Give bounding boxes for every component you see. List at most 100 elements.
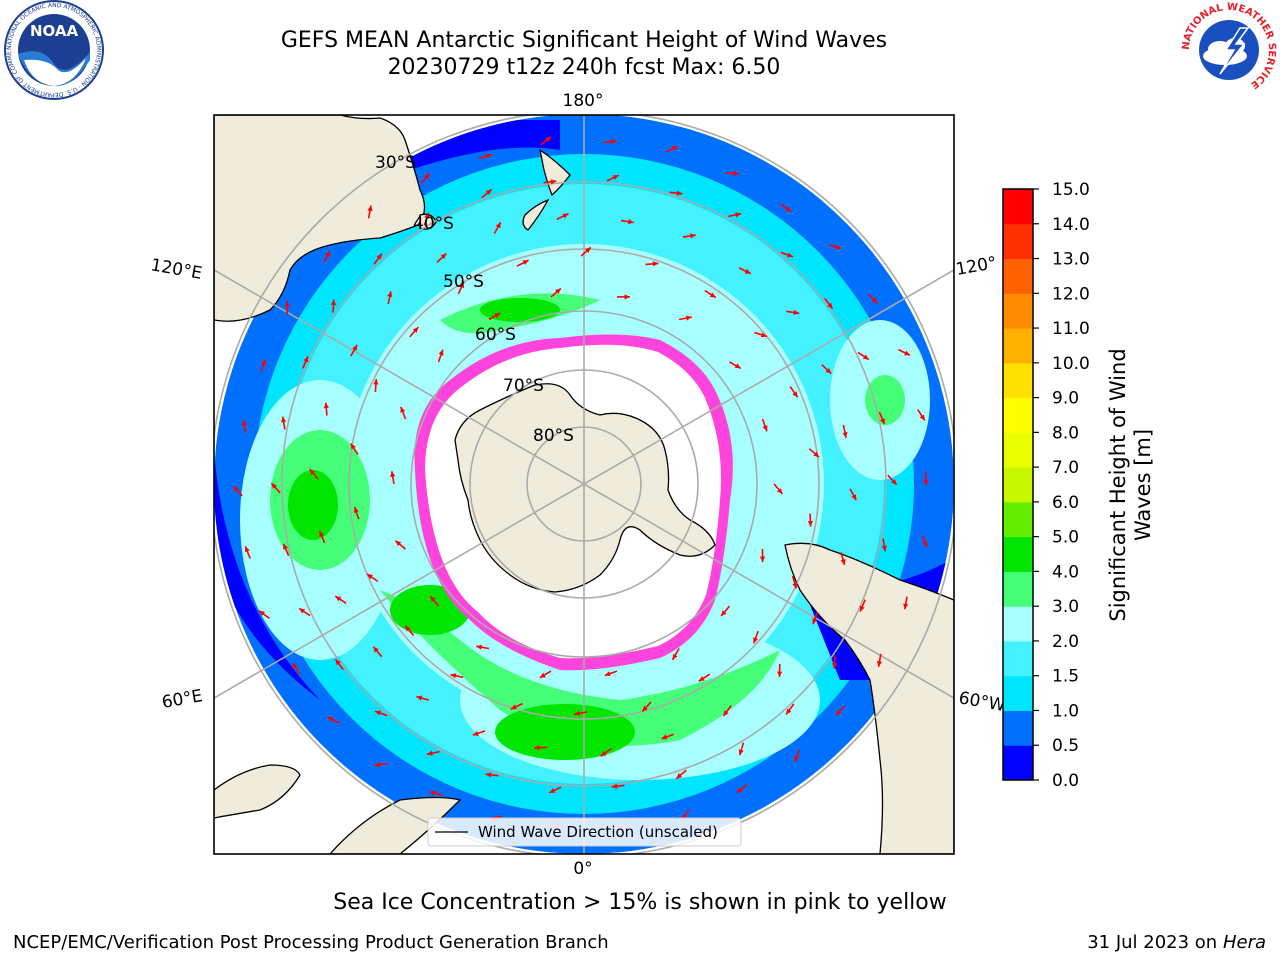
wave-arrow bbox=[842, 424, 848, 438]
wave-arrow bbox=[807, 513, 813, 527]
wave-arrow bbox=[878, 411, 886, 425]
wave-arrow bbox=[729, 361, 742, 370]
lat-label-30s: 30°S bbox=[375, 153, 416, 173]
wave-arrow bbox=[722, 705, 732, 717]
lat-label-70s: 70°S bbox=[503, 376, 544, 396]
footer-date: 31 Jul 2023 on Hera bbox=[1087, 932, 1266, 953]
wave-arrow bbox=[752, 630, 759, 644]
wave-arrow bbox=[917, 409, 926, 422]
wave-arrow bbox=[785, 703, 795, 715]
lon-label-120w: 120° bbox=[954, 253, 998, 280]
colorbar-bin bbox=[1003, 640, 1033, 677]
nws-logo: NATIONAL WEATHER SERVICE bbox=[1181, 2, 1277, 97]
wave-arrow bbox=[478, 153, 492, 160]
wave-arrow bbox=[436, 252, 447, 263]
wave-arrow bbox=[387, 291, 393, 305]
wave-arrow bbox=[232, 485, 243, 497]
wave-arrow bbox=[849, 488, 857, 501]
wave-arrow bbox=[641, 701, 652, 713]
colorbar-bin bbox=[1003, 258, 1033, 294]
wave-arrow bbox=[617, 294, 630, 300]
wave-arrow bbox=[669, 190, 683, 196]
wave-arrow bbox=[812, 611, 818, 625]
colorbar-bin bbox=[1003, 501, 1033, 538]
wave-arrow bbox=[786, 309, 800, 315]
wave-arrow bbox=[682, 233, 696, 239]
colorbar: 0.0 0.5 1.0 1.5 2.0 3.0 4.0 5.0 6.0 7.0 8.0 9.0 10.0… bbox=[1003, 180, 1090, 791]
wave-arrow bbox=[675, 769, 687, 780]
wave-arrow bbox=[488, 312, 501, 321]
wave-arrow bbox=[481, 188, 493, 199]
wave-arrow bbox=[330, 299, 337, 313]
map-title: GEFS MEAN Antarctic Significant Height o… bbox=[280, 28, 888, 53]
colorbar-bin bbox=[1003, 571, 1033, 607]
wave-arrow bbox=[416, 695, 430, 701]
wave-arrow bbox=[334, 595, 347, 604]
wave-arrow bbox=[281, 416, 287, 430]
wave-arrow bbox=[720, 605, 731, 617]
wave-arrow bbox=[887, 474, 898, 486]
wave-arrow bbox=[600, 747, 612, 757]
wave-arrow bbox=[284, 301, 290, 315]
colorbar-bin bbox=[1003, 536, 1033, 572]
wave-arrow bbox=[620, 219, 634, 225]
colorbar-tick-label: 1.5 bbox=[1052, 667, 1079, 687]
footer-date-text: 31 Jul 2023 on bbox=[1087, 932, 1218, 953]
wave-arrow bbox=[543, 179, 557, 185]
wave-arrow bbox=[390, 471, 396, 485]
colorbar-tick-label: 12.0 bbox=[1052, 284, 1090, 304]
wave-arrow bbox=[645, 261, 659, 267]
colorbar-frame bbox=[1002, 188, 1034, 781]
wave-arrow bbox=[437, 349, 444, 363]
wave-arrow bbox=[859, 599, 866, 612]
colorbar-label-line1: Significant Height of Wind bbox=[1106, 348, 1130, 621]
wave-arrow bbox=[881, 538, 887, 552]
land-masses bbox=[214, 115, 954, 854]
wave-arrow bbox=[759, 548, 766, 563]
wave-arrow bbox=[671, 648, 680, 661]
wave-arrow bbox=[794, 749, 801, 763]
wave-arrow bbox=[244, 545, 251, 559]
wave-arrow bbox=[493, 221, 502, 234]
wave-arrow bbox=[429, 790, 443, 796]
colorbar-label-line2: Waves [m] bbox=[1131, 429, 1155, 541]
graticule bbox=[214, 115, 954, 854]
colorbar-bin bbox=[1003, 328, 1033, 364]
wave-arrow bbox=[372, 646, 383, 658]
wave-arrow bbox=[573, 710, 588, 716]
wave-arrow bbox=[780, 203, 792, 213]
colorbar-bin bbox=[1003, 189, 1033, 225]
wave-arrow bbox=[821, 364, 832, 375]
footer-branch: NCEP/EMC/Verification Post Processing Pr… bbox=[13, 932, 609, 953]
wave-arrow bbox=[857, 351, 870, 361]
lon-label-120e: 120°E bbox=[149, 255, 203, 284]
wave-arrow bbox=[923, 472, 929, 486]
wave-arrow bbox=[353, 506, 360, 520]
wave-arrow bbox=[791, 575, 798, 589]
wave-arrow bbox=[831, 655, 838, 669]
colorbar-tick-label: 7.0 bbox=[1052, 458, 1079, 478]
colorbar-tick-label: 11.0 bbox=[1052, 319, 1090, 339]
wave-arrow bbox=[476, 644, 490, 650]
wave-arrow bbox=[728, 212, 742, 218]
wave-arrow bbox=[485, 772, 499, 778]
wave-arrow bbox=[334, 658, 344, 671]
colorbar-bin bbox=[1003, 675, 1033, 711]
wave-arrow bbox=[761, 418, 768, 432]
colorbar-tick-label: 3.0 bbox=[1052, 597, 1079, 617]
wave-arrow bbox=[678, 315, 692, 321]
wave-arrow bbox=[282, 543, 290, 557]
wave-arrow bbox=[534, 745, 548, 751]
colorbar-tick-label: 2.0 bbox=[1052, 632, 1079, 652]
wave-arrow bbox=[258, 610, 270, 620]
wave-arrow bbox=[426, 750, 440, 756]
colorbar-tick-label: 15.0 bbox=[1052, 180, 1090, 200]
map-frame bbox=[213, 114, 955, 855]
wave-arrow bbox=[539, 670, 552, 679]
wave-arrow bbox=[921, 534, 928, 548]
wave-arrow bbox=[423, 212, 430, 226]
wave-arrow bbox=[510, 702, 523, 710]
lon-label-60e: 60°E bbox=[160, 686, 204, 713]
wave-arrow bbox=[270, 482, 281, 494]
lat-label-40s: 40°S bbox=[413, 214, 454, 234]
